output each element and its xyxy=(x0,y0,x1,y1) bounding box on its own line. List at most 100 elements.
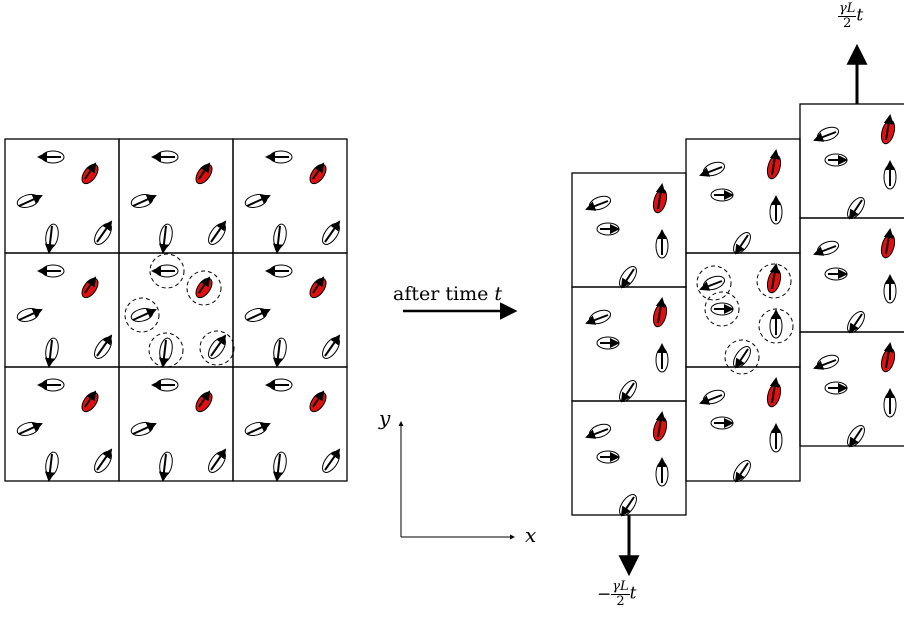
particle-red-velocity-arrow xyxy=(84,276,97,294)
left-cell-r1-c1 xyxy=(118,252,235,368)
particle-c-velocity-arrow xyxy=(18,308,43,321)
left-cell-r1-c2 xyxy=(232,252,348,368)
particle-red-velocity-arrow xyxy=(883,228,894,255)
right-sheared-grid xyxy=(571,103,904,517)
particle-d-velocity-arrow xyxy=(44,453,55,482)
particle-red-velocity-arrow xyxy=(312,162,325,180)
particle-red-velocity-arrow xyxy=(312,276,325,294)
particle-c-velocity-arrow xyxy=(132,308,157,321)
particle-red-velocity-arrow xyxy=(883,342,894,369)
particle-red-body xyxy=(309,391,327,413)
particle-a-velocity-arrow xyxy=(699,166,723,177)
particle-a-velocity-arrow xyxy=(813,359,837,370)
particle-a-velocity-arrow xyxy=(813,131,837,142)
particle-d-velocity-arrow xyxy=(44,225,55,254)
particle-e-velocity-arrow xyxy=(96,220,113,243)
particle-c-velocity-arrow xyxy=(132,422,157,435)
particle-red-body xyxy=(195,163,213,185)
particle-red-velocity-arrow xyxy=(769,377,780,404)
particle-d-velocity-arrow xyxy=(272,339,283,368)
particle-e-velocity-arrow xyxy=(848,427,863,448)
shift-top-label: γL 2 t xyxy=(838,2,863,31)
particle-red-velocity-arrow xyxy=(883,114,894,141)
particle-d-velocity-arrow xyxy=(272,225,283,254)
left-cell-r0-c0 xyxy=(4,138,120,254)
shift-top-numerator: γL xyxy=(838,1,857,17)
right-cell-col2-r2 xyxy=(799,331,904,448)
left-cell-r0-c1 xyxy=(118,138,234,254)
shift-bottom-denominator: 2 xyxy=(616,594,625,609)
particle-red-velocity-arrow xyxy=(84,390,97,408)
particle-red-velocity-arrow xyxy=(655,411,666,438)
particle-e-dashed-circle xyxy=(199,330,235,366)
particle-red-body xyxy=(81,163,99,185)
shift-bottom-var: t xyxy=(629,583,637,604)
particle-d-velocity-arrow xyxy=(158,339,169,368)
particle-c-dashed-circle xyxy=(704,291,740,327)
particle-a-velocity-arrow xyxy=(585,314,609,325)
particle-red-body xyxy=(309,277,327,299)
particle-red-velocity-arrow xyxy=(655,297,666,324)
annotation-arrows xyxy=(398,43,868,577)
shift-bottom-label: − γL 2 t xyxy=(597,580,637,609)
cell-border xyxy=(232,366,348,482)
particle-red-dashed-circle xyxy=(186,270,222,306)
particle-e-velocity-arrow xyxy=(848,199,863,220)
particle-e-velocity-arrow xyxy=(848,313,863,334)
transform-var: t xyxy=(494,283,503,305)
particle-red-velocity-arrow xyxy=(312,390,325,408)
left-cell-r2-c0 xyxy=(4,366,120,482)
particle-red-velocity-arrow xyxy=(769,263,780,290)
particle-e-velocity-arrow xyxy=(734,348,749,369)
particle-red-velocity-arrow xyxy=(198,276,211,294)
particle-e-velocity-arrow xyxy=(734,462,749,483)
particle-c-velocity-arrow xyxy=(246,422,271,435)
particle-c-velocity-arrow xyxy=(246,194,271,207)
particle-e-velocity-arrow xyxy=(324,448,341,471)
particle-red-body xyxy=(309,163,327,185)
shift-bottom-numerator: γL xyxy=(611,579,630,595)
particle-e-velocity-arrow xyxy=(324,334,341,357)
particle-a-dashed-circle xyxy=(696,265,732,301)
particle-red-body xyxy=(81,277,99,299)
particle-red-velocity-arrow xyxy=(655,183,666,210)
particle-d-dashed-circle xyxy=(758,308,794,344)
particle-red-velocity-arrow xyxy=(198,162,211,180)
particle-e-velocity-arrow xyxy=(620,496,635,517)
particle-e-dashed-circle xyxy=(724,339,760,375)
particle-red-velocity-arrow xyxy=(769,149,780,176)
particle-c-velocity-arrow xyxy=(18,194,43,207)
particle-red-velocity-arrow xyxy=(84,162,97,180)
particle-d-velocity-arrow xyxy=(158,453,169,482)
particle-e-velocity-arrow xyxy=(96,448,113,471)
axis-x-label: x xyxy=(525,523,537,547)
particle-a-velocity-arrow xyxy=(585,200,609,211)
left-periodic-grid xyxy=(4,138,348,482)
particle-e-velocity-arrow xyxy=(210,220,227,243)
right-cell-col1-r1 xyxy=(685,252,801,375)
transform-label: after time t xyxy=(393,283,502,305)
particle-e-velocity-arrow xyxy=(210,334,227,357)
particle-a-dashed-circle xyxy=(149,253,185,289)
particle-red-body xyxy=(195,391,213,413)
particle-c-velocity-arrow xyxy=(246,308,271,321)
particle-c-velocity-arrow xyxy=(132,194,157,207)
particle-red-body xyxy=(81,391,99,413)
particle-a-velocity-arrow xyxy=(699,394,723,405)
particle-e-velocity-arrow xyxy=(96,334,113,357)
right-cell-col0-r2 xyxy=(571,400,687,517)
particle-e-velocity-arrow xyxy=(324,220,341,243)
particle-d-velocity-arrow xyxy=(272,453,283,482)
particle-e-velocity-arrow xyxy=(620,382,635,403)
particle-e-velocity-arrow xyxy=(734,234,749,255)
particle-a-velocity-arrow xyxy=(813,245,837,256)
right-cell-col0-r1 xyxy=(571,286,687,403)
left-cell-r2-c1 xyxy=(118,366,234,482)
shift-top-var: t xyxy=(856,5,864,26)
right-cell-col1-r2 xyxy=(685,366,801,483)
particle-d-velocity-arrow xyxy=(44,339,55,368)
shift-top-fraction: γL 2 xyxy=(838,1,857,31)
particle-red-body xyxy=(195,277,213,299)
